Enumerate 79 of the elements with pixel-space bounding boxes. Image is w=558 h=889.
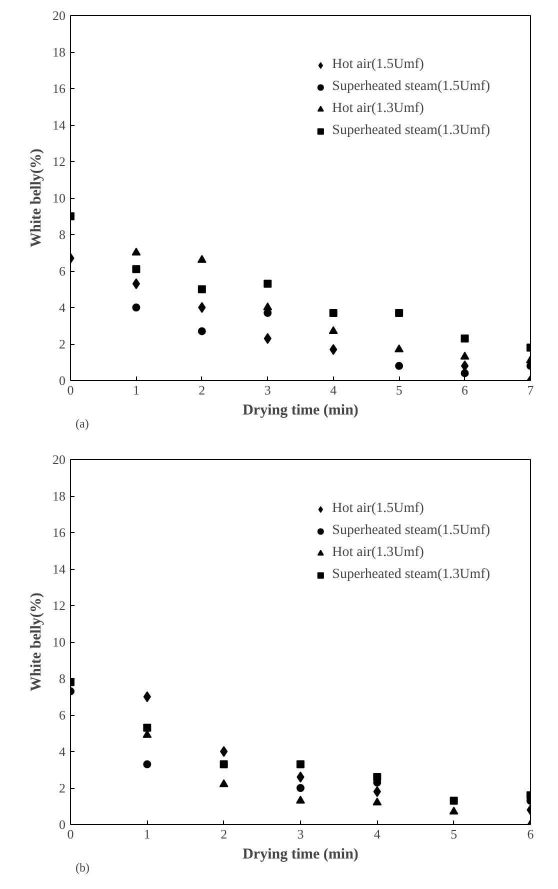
legend-label: Superheated steam(1.3Umf)	[332, 567, 490, 583]
legend-label: Superheated steam(1.5Umf)	[332, 79, 490, 95]
point	[197, 254, 206, 263]
point	[460, 369, 469, 378]
x-axis-title: Drying time (min)	[242, 846, 358, 862]
y-tick-label: 8	[59, 227, 66, 242]
point	[132, 278, 140, 290]
legend-label: Hot air(1.3Umf)	[332, 545, 424, 561]
point	[296, 760, 304, 768]
y-tick-label: 4	[59, 300, 66, 315]
x-tick-label: 4	[374, 826, 381, 842]
point	[460, 352, 470, 360]
x-tick-label: 7	[527, 382, 534, 398]
y-tick-label: 18	[52, 44, 66, 60]
y-tick-label: 20	[52, 8, 66, 23]
point	[373, 773, 382, 782]
y-tick-label: 2	[59, 336, 66, 352]
point	[198, 285, 206, 294]
legend-label: Superheated steam(1.5Umf)	[332, 523, 490, 539]
point	[264, 280, 272, 288]
y-tick-label: 6	[59, 264, 66, 278]
y-tick-label: 12	[52, 154, 66, 169]
point	[143, 760, 152, 768]
point	[198, 302, 206, 313]
x-tick-label: 3	[264, 382, 271, 398]
x-tick-label: 1	[132, 382, 140, 398]
y-tick-label: 16	[52, 525, 66, 540]
text: (a)	[76, 416, 89, 430]
point	[394, 344, 404, 352]
y-tick-label: 16	[52, 81, 66, 96]
legend-label: Hot air(1.3Umf)	[332, 101, 424, 117]
point	[219, 779, 228, 788]
y-tick-label: 2	[59, 780, 66, 796]
point	[329, 308, 338, 317]
x-tick-label: 1	[144, 826, 150, 842]
y-tick-label: 12	[52, 598, 66, 613]
point	[198, 327, 206, 336]
y-tick-label: 18	[52, 488, 66, 504]
y-axis-title: White belly(%)	[28, 592, 44, 692]
y-tick-label: 10	[52, 634, 66, 650]
x-tick-label: 5	[396, 382, 402, 398]
point	[132, 265, 140, 274]
y-tick-label: 0	[59, 373, 66, 388]
x-tick-label: 2	[198, 382, 206, 398]
x-tick-label: 4	[330, 382, 338, 398]
point	[296, 784, 304, 792]
y-tick-label: 0	[59, 817, 66, 832]
legend-label: Hot air(1.5Umf)	[332, 57, 424, 73]
text: (b)	[76, 860, 90, 874]
point	[395, 362, 404, 370]
x-tick-label: 6	[527, 826, 534, 842]
y-tick-label: 8	[59, 671, 66, 686]
y-tick-label: 20	[52, 452, 66, 467]
point	[372, 797, 382, 806]
point	[263, 302, 272, 310]
x-tick-label: 2	[220, 826, 228, 842]
point	[460, 334, 469, 343]
y-tick-label: 10	[52, 190, 66, 206]
y-tick-label: 6	[59, 708, 66, 722]
y-tick-label: 4	[59, 744, 66, 759]
point	[450, 796, 458, 805]
point	[296, 796, 305, 804]
y-tick-label: 14	[52, 118, 66, 132]
point	[132, 248, 141, 256]
point	[220, 746, 228, 757]
legend-label: Superheated steam(1.3Umf)	[332, 123, 490, 139]
y-axis-title: White belly(%)	[28, 148, 44, 248]
legend-label: Hot air(1.5Umf)	[332, 501, 424, 517]
point	[220, 760, 228, 768]
x-tick-label: 5	[450, 826, 458, 842]
point	[449, 806, 458, 815]
x-axis-title: Drying time (min)	[242, 402, 358, 418]
x-tick-label: 6	[462, 382, 469, 398]
point	[328, 326, 338, 334]
point	[143, 724, 152, 732]
point	[132, 304, 140, 312]
point	[395, 308, 404, 317]
y-tick-label: 14	[52, 562, 66, 576]
x-tick-label: 3	[297, 826, 304, 842]
